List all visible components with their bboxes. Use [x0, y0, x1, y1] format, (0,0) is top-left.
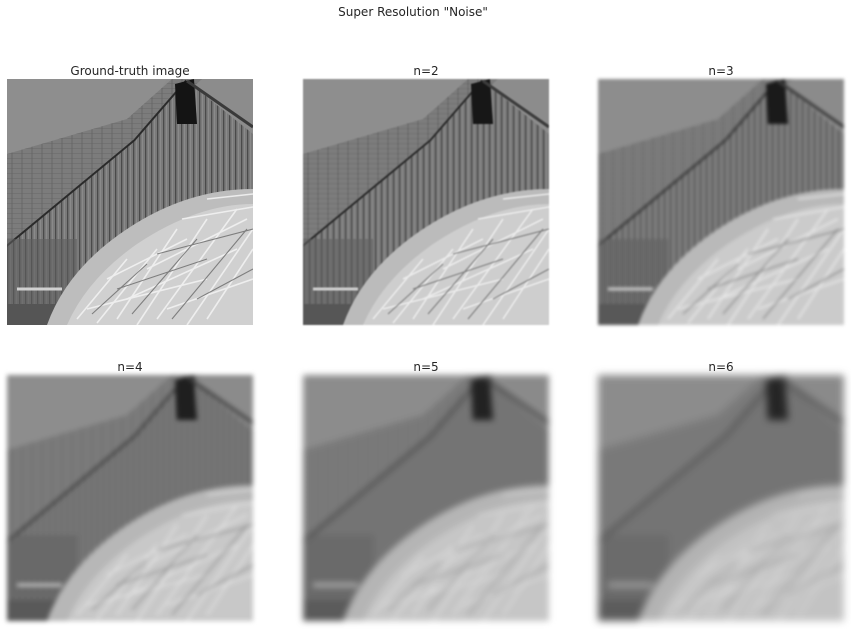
panel-n6: n=6	[598, 360, 844, 621]
panel-n4: n=4	[7, 360, 253, 621]
upscaled-image-n3	[598, 79, 844, 325]
ground-truth-image	[7, 79, 253, 325]
panel-title: n=4	[117, 360, 143, 374]
upscaled-image-n2	[303, 79, 549, 325]
panel-title: n=3	[708, 64, 734, 78]
panel-n3: n=3	[598, 64, 844, 325]
upscaled-image-n4	[7, 375, 253, 621]
upscaled-image-n5	[303, 375, 549, 621]
panel-title: n=5	[413, 360, 439, 374]
panel-n5: n=5	[303, 360, 549, 621]
panel-n2: n=2	[303, 64, 549, 325]
figure-title: Super Resolution "Noise"	[338, 5, 488, 19]
panel-title: Ground-truth image	[70, 64, 190, 78]
panel-ground-truth: Ground-truth image	[7, 64, 253, 325]
panel-title: n=6	[708, 360, 734, 374]
upscaled-image-n6	[598, 375, 844, 621]
panel-title: n=2	[413, 64, 439, 78]
